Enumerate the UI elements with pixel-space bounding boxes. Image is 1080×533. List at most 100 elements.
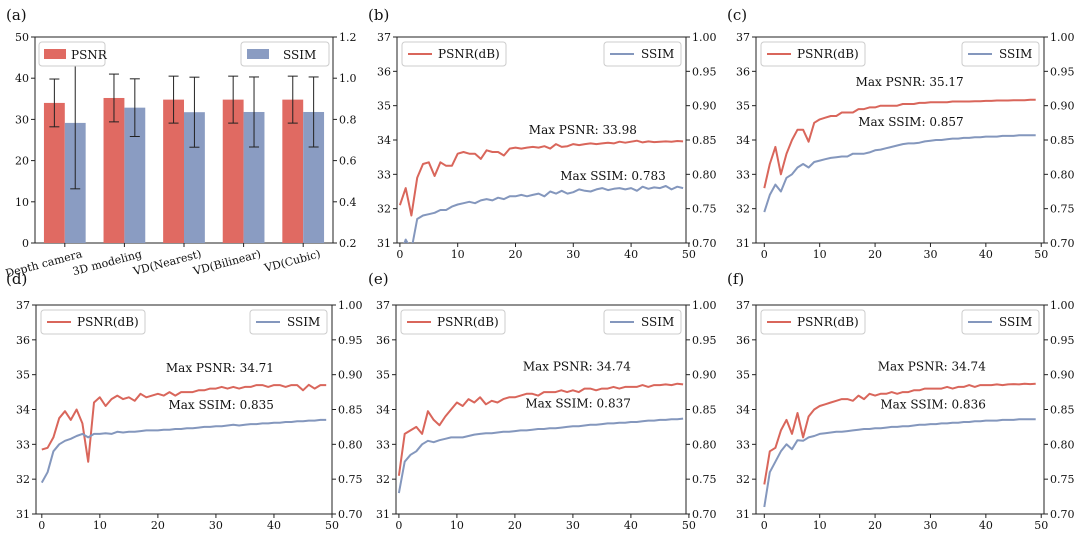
- x-tick-label: 50: [682, 519, 696, 532]
- panel-label: (c): [727, 6, 747, 24]
- x-tick-label: 10: [813, 519, 827, 532]
- bar-psnr: [163, 99, 184, 244]
- legend-psnr: PSNR(dB): [40, 309, 146, 335]
- y-right-tick-label: 0.90: [338, 369, 363, 382]
- y-right-tick-label: 0.70: [1050, 237, 1075, 250]
- legend-box: [240, 41, 330, 67]
- y-left-tick-label: 31: [377, 237, 391, 250]
- x-tick-label: 0: [396, 248, 403, 261]
- x-tick-label: 40: [624, 519, 638, 532]
- legend-label: SSIM: [287, 315, 320, 329]
- legend-ssim: SSIM: [961, 41, 1040, 67]
- y-left-tick-label: 34: [736, 134, 750, 147]
- y-left-tick-label: 37: [736, 299, 750, 312]
- y-right-tick-label: 0.8: [339, 113, 357, 126]
- y-right-tick-label: 0.2: [339, 237, 357, 250]
- legend-psnr: PSNR: [38, 41, 108, 67]
- panel-label: (f): [727, 270, 744, 288]
- y-left-tick-label: 36: [377, 65, 391, 78]
- y-right-tick-label: 1.0: [339, 72, 357, 85]
- legend-label: SSIM: [283, 48, 316, 62]
- series-line-psnr: [397, 382, 684, 476]
- panel-label: (a): [6, 6, 27, 24]
- y-right-tick-label: 0.90: [1050, 100, 1075, 113]
- y-right-tick-label: 0.85: [692, 134, 717, 147]
- y-right-tick-label: 0.80: [692, 168, 717, 181]
- y-left-tick-label: 37: [16, 299, 30, 312]
- x-tick-label: 30: [923, 248, 937, 261]
- y-right-tick-label: 0.70: [692, 508, 717, 521]
- x-tick-label: VD(Cubic): [262, 247, 322, 275]
- legend-label: SSIM: [999, 47, 1032, 61]
- bar-psnr: [103, 97, 125, 243]
- x-tick-label: 50: [1034, 519, 1048, 532]
- y-right-tick-label: 0.75: [1050, 203, 1075, 216]
- series-line-ssim: [763, 418, 1036, 508]
- legend-swatch: [44, 49, 66, 59]
- x-tick-label: 40: [624, 248, 638, 261]
- y-left-tick-label: 36: [736, 65, 750, 78]
- legend-box: [38, 41, 106, 67]
- y-left-tick-label: 30: [15, 113, 29, 126]
- y-right-tick-label: 0.6: [339, 155, 357, 168]
- legend-label: PSNR(dB): [77, 315, 139, 329]
- y-left-tick-label: 33: [736, 168, 750, 181]
- y-right-tick-label: 0.4: [339, 196, 357, 209]
- panel-e: (e) 31 32 33 34 35 36 37 0.70 0.75 0.80 0.85 0.90 0.9…: [368, 270, 717, 532]
- y-left-tick-label: 32: [377, 203, 391, 216]
- y-left-tick-label: 31: [736, 237, 750, 250]
- y-right-tick-label: 0.85: [1050, 134, 1075, 147]
- y-right-tick-label: 0.90: [692, 369, 717, 382]
- y-right-tick-label: 0.80: [692, 438, 717, 451]
- legend-ssim: SSIM: [240, 41, 330, 67]
- annotation: Max PSNR: 34.74: [523, 359, 631, 373]
- annotation: Max SSIM: 0.837: [525, 397, 631, 411]
- legend-psnr: PSNR(dB): [760, 41, 866, 67]
- x-tick-label: 40: [979, 519, 993, 532]
- y-right-tick-label: 1.2: [339, 31, 357, 44]
- plot-frame: [755, 36, 1045, 244]
- y-right-tick-label: 0.90: [692, 100, 717, 113]
- panel-label: (b): [368, 6, 389, 24]
- y-left-tick-label: 36: [376, 334, 390, 347]
- legend-box: [603, 41, 682, 67]
- panel-f: (f) 31 32 33 34 35 36 37 0.70 0.75 0.80 0.85 0.90 0.9…: [727, 270, 1075, 532]
- legend-label: SSIM: [641, 47, 674, 61]
- y-left-tick-label: 32: [736, 203, 750, 216]
- y-left-tick-label: 50: [15, 31, 29, 44]
- y-left-tick-label: 34: [376, 404, 390, 417]
- x-tick-label: 40: [267, 519, 281, 532]
- y-left-tick-label: 31: [736, 508, 750, 521]
- y-left-tick-label: 10: [15, 196, 29, 209]
- y-left-tick-label: 33: [377, 168, 391, 181]
- y-left-tick-label: 33: [736, 438, 750, 451]
- y-left-tick-label: 35: [736, 100, 750, 113]
- y-right-tick-label: 0.85: [338, 404, 363, 417]
- annotation: Max SSIM: 0.836: [880, 397, 986, 411]
- bar-ssim: [243, 111, 265, 243]
- panel-label: (e): [368, 270, 389, 288]
- y-right-tick-label: 1.00: [692, 299, 717, 312]
- bar-psnr: [282, 99, 304, 244]
- x-tick-label: 40: [979, 248, 993, 261]
- y-left-tick-label: 35: [16, 369, 30, 382]
- annotation: Max PSNR: 34.71: [166, 361, 274, 375]
- y-left-tick-label: 37: [376, 299, 390, 312]
- y-right-tick-label: 0.85: [1050, 404, 1075, 417]
- legend-swatch: [247, 49, 269, 59]
- y-left-tick-label: 33: [376, 438, 390, 451]
- y-left-tick-label: 36: [16, 334, 30, 347]
- bar-psnr: [222, 99, 244, 244]
- legend-psnr: PSNR(dB): [401, 41, 507, 67]
- legend-box: [400, 309, 506, 335]
- panel-label: (d): [6, 270, 27, 288]
- legend-label: PSNR: [71, 48, 108, 62]
- annotation: Max SSIM: 0.835: [168, 398, 274, 412]
- y-left-tick-label: 40: [15, 72, 29, 85]
- y-right-tick-label: 0.95: [338, 334, 363, 347]
- x-tick-label: 10: [813, 248, 827, 261]
- y-right-tick-label: 0.95: [1050, 334, 1075, 347]
- y-right-tick-label: 0.75: [692, 203, 717, 216]
- y-right-tick-label: 0.95: [1050, 65, 1075, 78]
